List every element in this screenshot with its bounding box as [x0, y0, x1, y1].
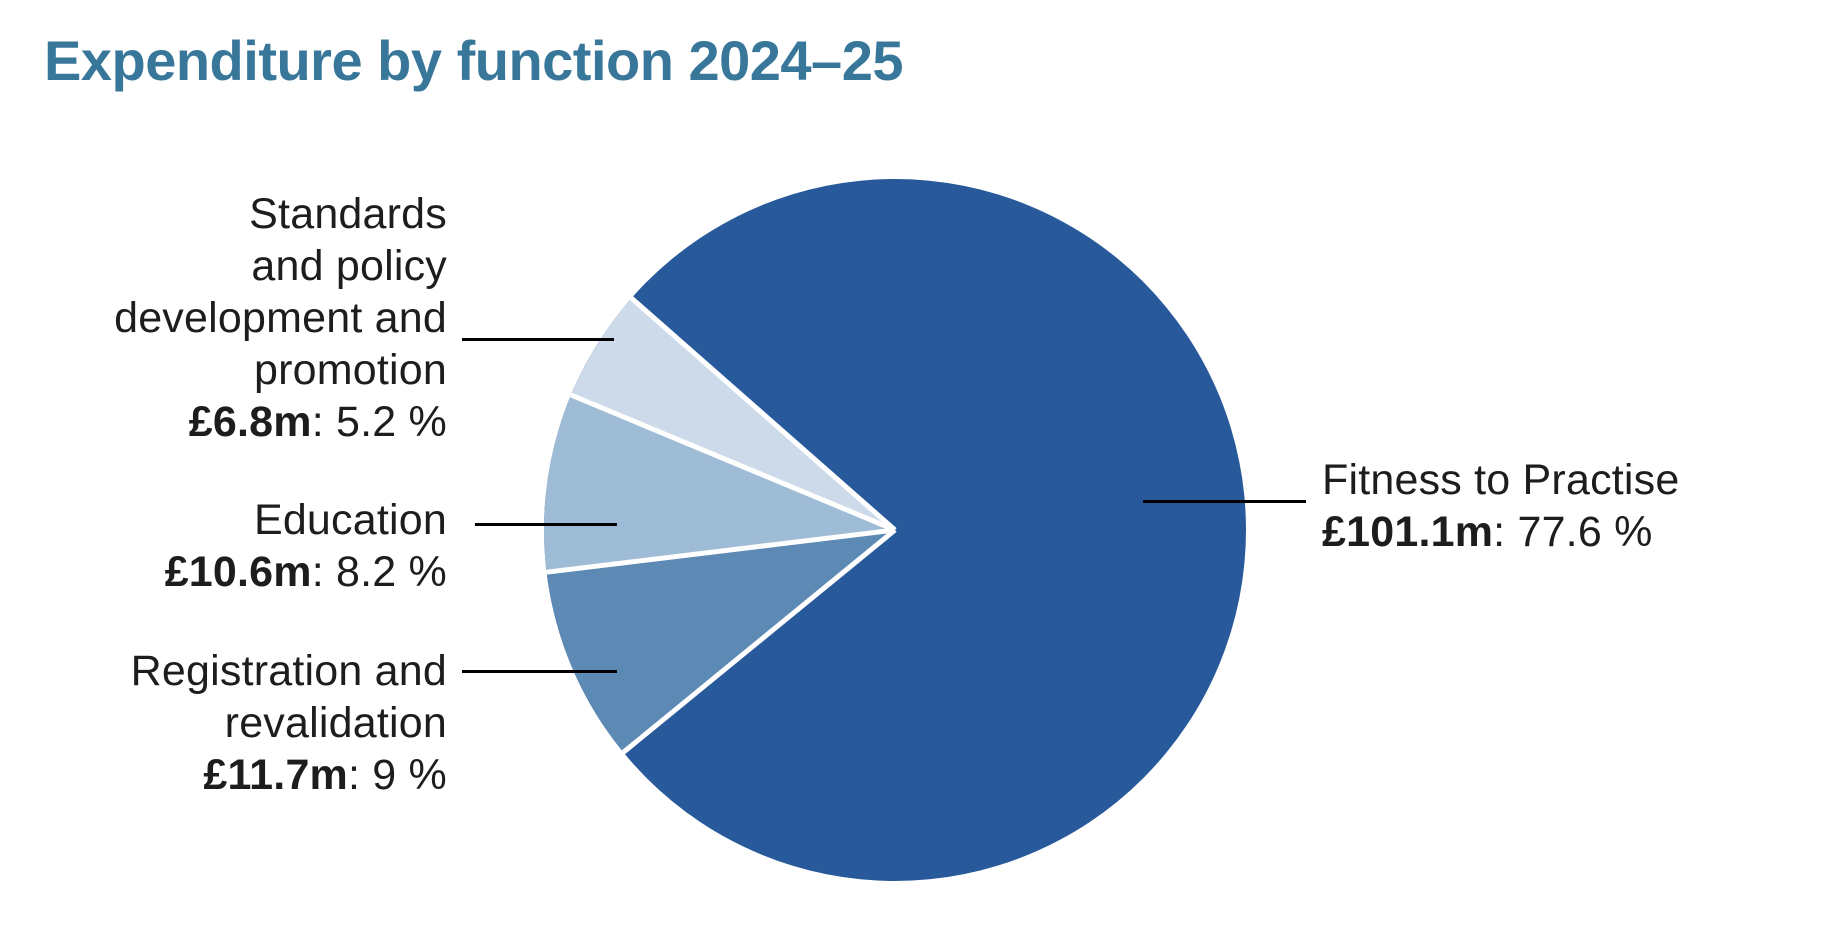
leader-line-fitness — [1143, 500, 1306, 503]
callout-standards-value: £6.8m: 5.2 % — [114, 396, 447, 448]
leader-line-registration — [462, 670, 617, 673]
pie-slice-separator — [546, 527, 896, 575]
callout-registration-line1: Registration and — [130, 647, 447, 695]
callout-standards-line4: promotion — [253, 346, 447, 394]
callout-fitness-line1: Fitness to Practise — [1322, 456, 1680, 504]
callout-standards: Standards and policy development and pro… — [114, 188, 447, 448]
callout-education-percent: : 8.2 % — [311, 548, 447, 596]
callout-standards-amount: £6.8m — [188, 398, 312, 446]
chart-title: Expenditure by function 2024–25 — [44, 29, 903, 92]
callout-fitness-percent: : 77.6 % — [1493, 508, 1653, 556]
pie-slice-education — [543, 395, 895, 573]
callout-education-amount: £10.6m — [164, 548, 312, 596]
callout-fitness-amount: £101.1m — [1322, 508, 1494, 556]
pie-slice-separator — [621, 528, 897, 755]
callout-fitness-value: £101.1m: 77.6 % — [1322, 506, 1679, 558]
pie-slice-separator — [570, 392, 896, 533]
pie-chart — [543, 179, 1246, 881]
callout-registration-amount: £11.7m — [203, 751, 348, 799]
callout-standards-line1: Standards — [249, 190, 447, 238]
callout-standards-line2: and policy — [251, 242, 447, 290]
callout-education: Education £10.6m: 8.2 % — [165, 494, 447, 598]
callout-registration-percent: : 9 % — [348, 751, 447, 799]
pie-slice-registration-and-revalidation — [546, 530, 895, 753]
leader-line-standards — [462, 338, 614, 341]
callout-registration-line2: revalidation — [224, 699, 447, 747]
pie-slice-separator — [629, 296, 897, 532]
callout-registration: Registration and revalidation £11.7m: 9 … — [131, 645, 447, 801]
pie-slice-standards-and-policy-development-and-promotion — [571, 298, 895, 530]
callout-standards-percent: : 5.2 % — [311, 398, 447, 446]
leader-line-education — [475, 523, 617, 526]
callout-fitness: Fitness to Practise £101.1m: 77.6 % — [1322, 454, 1679, 558]
callout-education-line1: Education — [253, 496, 447, 544]
callout-education-value: £10.6m: 8.2 % — [165, 546, 447, 598]
callout-registration-value: £11.7m: 9 % — [131, 749, 447, 801]
callout-standards-line3: development and — [114, 294, 447, 342]
